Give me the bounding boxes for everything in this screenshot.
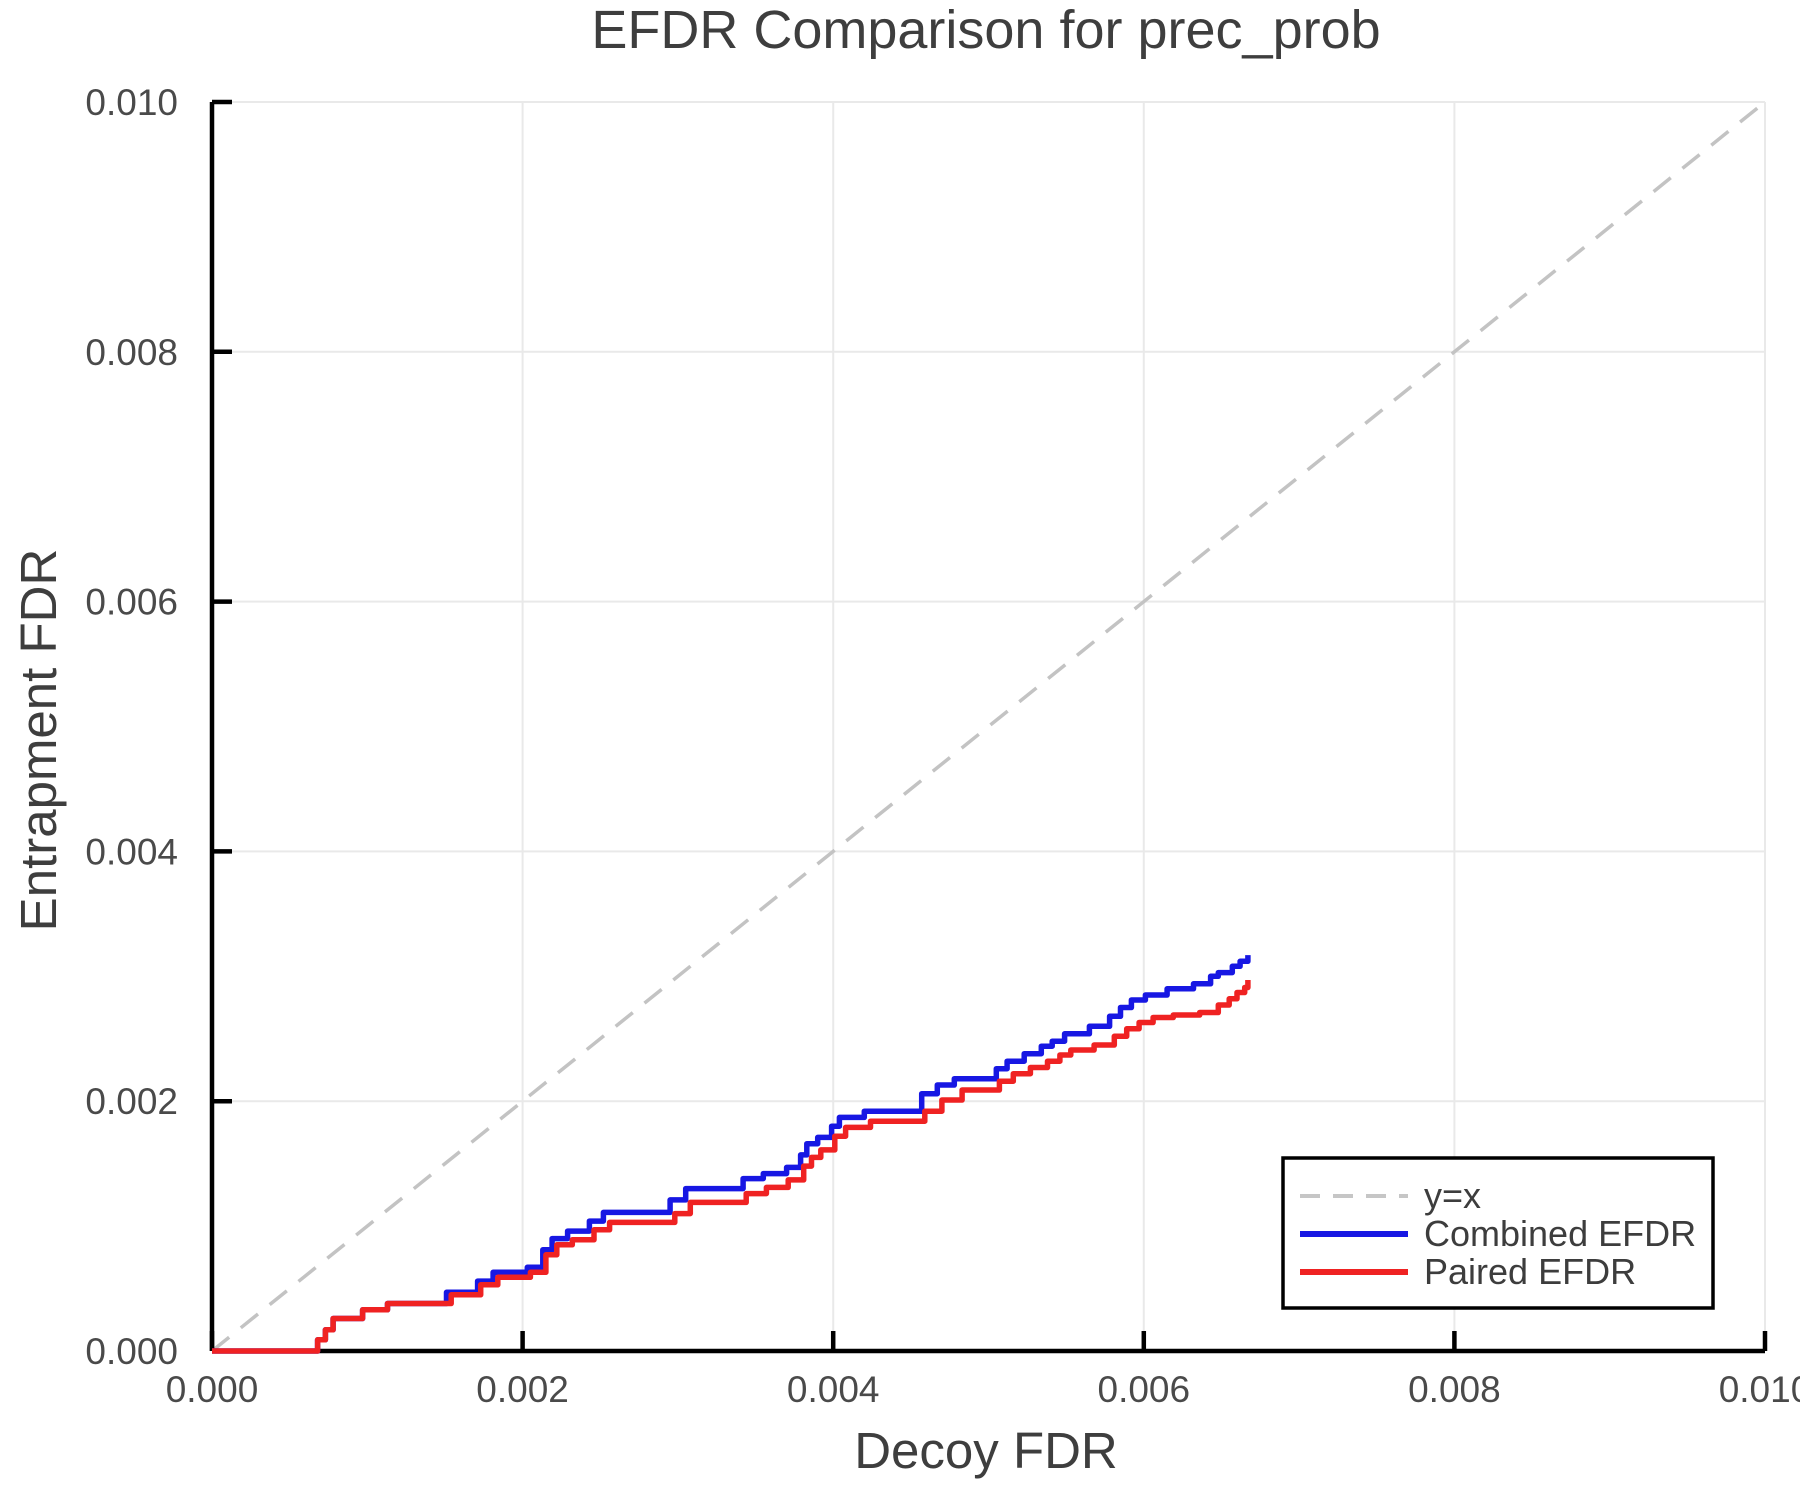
axis-layer: 0.000 0.002 0.004 0.006 0.008 0.010 0.000 0.002… xyxy=(85,82,1800,1410)
legend-item-label: y=x xyxy=(1424,1175,1481,1216)
y-tick-label: 0.004 xyxy=(85,831,178,872)
combined-efdr-line xyxy=(212,955,1251,1354)
legend-item-label: Paired EFDR xyxy=(1424,1251,1636,1292)
y-tick-label: 0.006 xyxy=(85,582,178,623)
x-tick-label: 0.002 xyxy=(476,1369,569,1410)
x-tick-label: 0.006 xyxy=(1098,1369,1191,1410)
y-tick-label: 0.002 xyxy=(85,1081,178,1122)
paired-efdr-line xyxy=(212,980,1251,1354)
y-axis-label: Entrapment FDR xyxy=(10,549,67,932)
y-tick-label: 0.000 xyxy=(85,1331,178,1372)
chart-title: EFDR Comparison for prec_prob xyxy=(591,0,1380,60)
x-axis-label: Decoy FDR xyxy=(854,1422,1118,1479)
x-tick-label: 0.008 xyxy=(1408,1369,1501,1410)
x-tick-label: 0.004 xyxy=(787,1369,880,1410)
x-tick-label: 0.010 xyxy=(1719,1369,1800,1410)
series-layer xyxy=(212,955,1251,1354)
legend: y=x Combined EFDR Paired EFDR xyxy=(1281,1156,1715,1310)
x-tick-label: 0.000 xyxy=(166,1369,259,1410)
y-tick-label: 0.008 xyxy=(85,332,178,373)
legend-item-label: Combined EFDR xyxy=(1424,1213,1696,1254)
y-tick-label: 0.010 xyxy=(85,82,178,123)
